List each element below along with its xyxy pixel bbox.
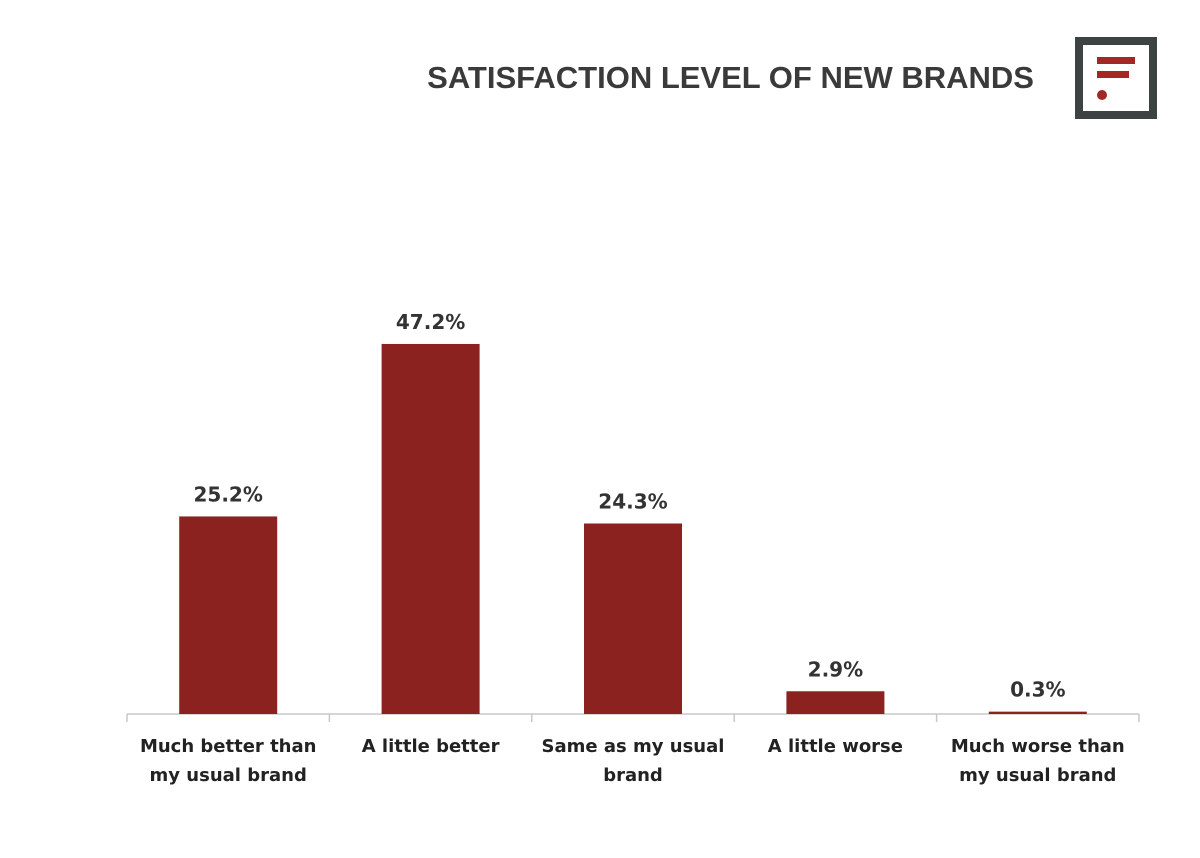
data-label: 25.2%: [194, 482, 263, 506]
bar: [381, 343, 480, 714]
data-label: 47.2%: [396, 310, 465, 334]
chart-title: SATISFACTION LEVEL OF NEW BRANDS: [427, 60, 1034, 95]
data-label: 2.9%: [808, 657, 863, 681]
category-label: my usual brand: [150, 765, 307, 786]
category-label: brand: [603, 765, 663, 786]
bar: [179, 516, 278, 714]
bar: [584, 523, 682, 714]
brand-logo-icon: [1075, 37, 1157, 119]
category-label: A little better: [362, 736, 500, 757]
category-label: Much worse than: [951, 736, 1125, 757]
logo-bar-top: [1097, 57, 1135, 64]
data-label: 24.3%: [598, 489, 667, 513]
category-label: Same as my usual: [542, 736, 725, 757]
logo-frame: [1075, 37, 1157, 119]
bar: [786, 691, 885, 714]
logo-dot: [1097, 90, 1107, 100]
category-label: my usual brand: [959, 765, 1116, 786]
logo-bar-middle: [1097, 71, 1129, 78]
bar: [988, 711, 1087, 714]
data-label: 0.3%: [1010, 678, 1065, 702]
category-label: A little worse: [768, 736, 903, 757]
category-label: Much better than: [140, 736, 317, 757]
